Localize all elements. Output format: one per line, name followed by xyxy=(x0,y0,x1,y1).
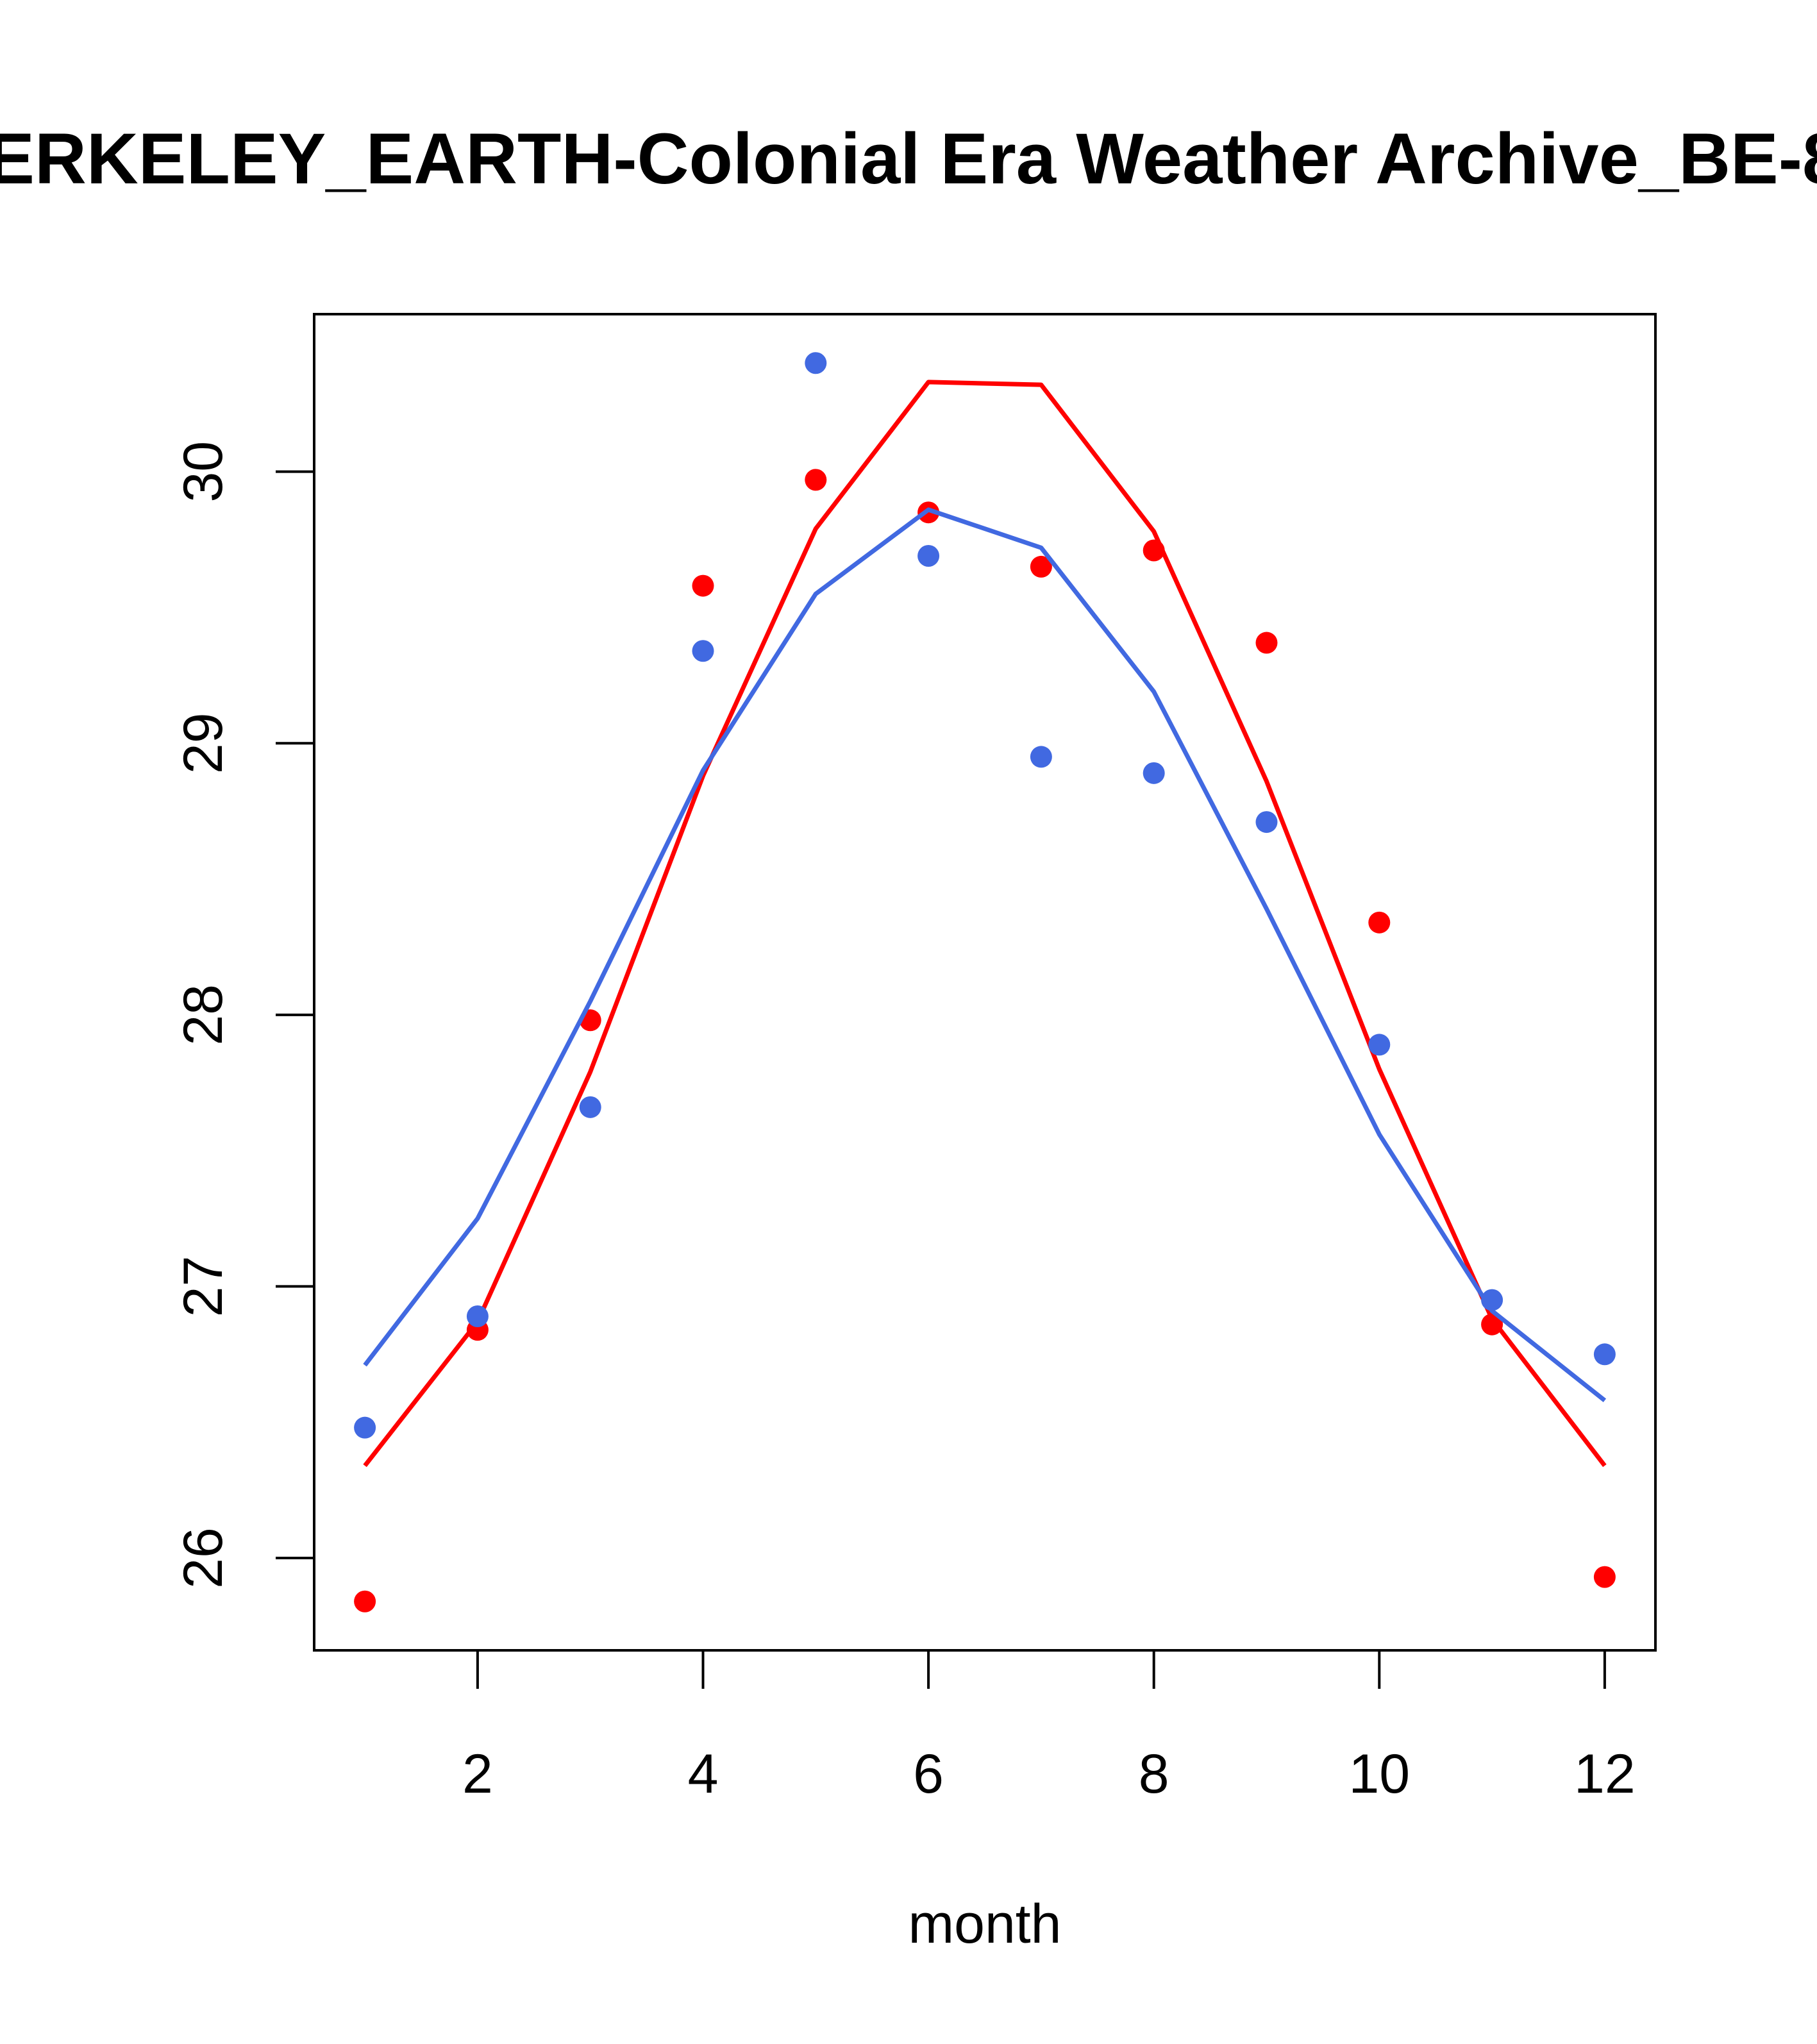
series-2-point xyxy=(1030,746,1052,768)
series-1-point xyxy=(1593,1566,1616,1588)
x-tick-label: 6 xyxy=(913,1743,944,1805)
series-1-point xyxy=(1481,1313,1503,1336)
series-1-point xyxy=(805,469,827,491)
x-tick-label: 8 xyxy=(1139,1743,1169,1805)
series-2-point xyxy=(1368,1034,1391,1056)
series-2-point xyxy=(1593,1343,1616,1366)
series-2-point xyxy=(805,352,827,374)
y-tick-label: 28 xyxy=(172,984,234,1046)
series-1-point xyxy=(1368,911,1391,934)
series-2-point xyxy=(579,1096,601,1118)
x-tick-label: 4 xyxy=(688,1743,719,1805)
series-2-point xyxy=(466,1305,489,1327)
series-2-point xyxy=(1255,811,1278,834)
y-tick-label: 30 xyxy=(172,441,234,503)
x-tick-label: 2 xyxy=(462,1743,493,1805)
series-1-point xyxy=(1143,539,1165,562)
series-1-point xyxy=(354,1590,376,1613)
series-1-fit-line xyxy=(363,380,1607,1468)
x-tick-label: 12 xyxy=(1574,1743,1636,1805)
series-1-point xyxy=(1030,555,1052,578)
y-tick-label: 27 xyxy=(172,1256,234,1318)
series-2-point xyxy=(1143,762,1165,784)
series-layer xyxy=(354,352,1616,1613)
series-1-point xyxy=(692,574,714,597)
chart-title: BERKELEY_EARTH-Colonial Era Weather Arch… xyxy=(0,119,1817,199)
series-1-point xyxy=(1255,632,1278,654)
x-axis: 2 4 6 8 10 12 xyxy=(462,1649,1636,1805)
series-2-point xyxy=(1481,1289,1503,1311)
x-axis-label: month xyxy=(908,1893,1061,1955)
series-2-point xyxy=(354,1416,376,1439)
x-tick-label: 10 xyxy=(1348,1743,1410,1805)
series-2 xyxy=(354,352,1616,1439)
series-1 xyxy=(354,380,1616,1613)
series-2-point xyxy=(917,544,940,567)
series-2-fit-line xyxy=(363,507,1607,1403)
y-tick-label: 26 xyxy=(172,1527,234,1589)
y-axis: 26 27 28 29 30 xyxy=(172,441,315,1589)
y-tick-label: 29 xyxy=(172,712,234,774)
series-2-point xyxy=(692,640,714,662)
